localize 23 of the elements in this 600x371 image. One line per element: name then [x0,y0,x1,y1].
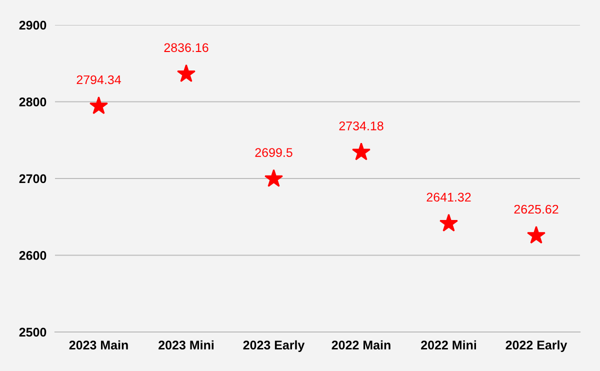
point [264,169,284,187]
y-tick-label: 2900 [19,20,46,30]
y-tick-label: 2700 [19,174,46,184]
y-tick-label: 2500 [19,328,46,337]
x-tick-label: 2022 Mini [421,340,476,350]
data-label: 2794.34 [76,75,121,84]
point [526,226,546,244]
x-tick-label: 2023 Mini [158,340,214,350]
y-tick-label: 2800 [19,98,46,106]
point [352,142,371,160]
x-tick-label: 2023 Main [69,340,128,350]
x-tick-label: 2023 Early [243,340,305,352]
data-label: 2699.5 [255,148,292,157]
data-label: 2625.62 [514,204,558,214]
point [176,64,196,82]
data-label: 2734.18 [339,122,384,130]
x-tick-label: 2022 Main [332,340,390,350]
data-label: 2836.16 [164,43,208,52]
x-tick-label: 2022 Early [506,340,568,352]
data-label: 2641.32 [426,192,471,202]
point [89,96,108,114]
y-tick-label: 2600 [19,251,46,260]
point [439,214,458,232]
